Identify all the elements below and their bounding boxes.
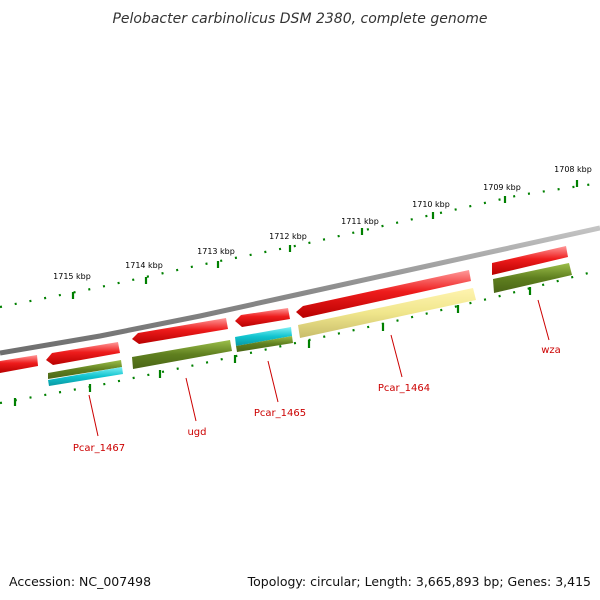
cog-block-green[interactable] — [236, 336, 293, 352]
cog-block-green[interactable] — [132, 340, 232, 369]
gene-label-pcar1467[interactable]: Pcar_1467 — [73, 443, 125, 454]
cds-arrow[interactable] — [0, 355, 38, 373]
cog-block-cyan[interactable] — [235, 327, 292, 346]
callout-line — [88, 394, 99, 437]
kbp-label: 1714 kbp — [125, 261, 163, 270]
callout-line — [390, 334, 403, 378]
cog-track — [48, 263, 572, 386]
genome-summary-text: Topology: circular; Length: 3,665,893 bp… — [247, 574, 591, 589]
callout-line — [537, 299, 550, 341]
genome-backbone — [0, 225, 600, 356]
kbp-label: 1713 kbp — [197, 247, 235, 256]
gene-label-wza[interactable]: wza — [541, 345, 561, 356]
kbp-label: 1711 kbp — [341, 217, 379, 226]
kbp-label: 1710 kbp — [412, 200, 450, 209]
callout-line — [267, 360, 279, 403]
cds-arrow-pcar1465[interactable] — [235, 308, 290, 327]
gene-label-ugd[interactable]: ugd — [187, 427, 206, 438]
cds-arrow-pcar1464[interactable] — [296, 270, 471, 318]
kbp-label: 1708 kbp — [554, 165, 592, 174]
cog-block-green[interactable] — [48, 360, 122, 379]
cds-arrow-pcar1467[interactable] — [46, 342, 120, 365]
callout-line — [185, 377, 197, 422]
kbp-label: 1712 kbp — [269, 232, 307, 241]
gene-label-pcar1464[interactable]: Pcar_1464 — [378, 383, 430, 394]
cog-block-cyan[interactable] — [48, 367, 123, 386]
map-title: Pelobacter carbinolicus DSM 2380, comple… — [112, 11, 487, 27]
kbp-label: 1715 kbp — [53, 272, 91, 281]
kbp-label: 1709 kbp — [483, 183, 521, 192]
cds-arrow-ugd[interactable] — [132, 318, 228, 344]
cds-arrow-wza[interactable] — [492, 246, 568, 275]
inner-dotted-ring — [0, 268, 600, 405]
gene-label-pcar1465[interactable]: Pcar_1465 — [254, 408, 306, 419]
cds-track — [0, 246, 568, 373]
cog-block-yellow[interactable] — [298, 288, 476, 338]
inner-tick-ring — [0, 268, 600, 406]
cog-block-green[interactable] — [493, 263, 572, 293]
outer-tick-ring — [0, 180, 600, 309]
gene-callouts — [88, 299, 550, 437]
accession-text: Accession: NC_007498 — [9, 574, 151, 589]
